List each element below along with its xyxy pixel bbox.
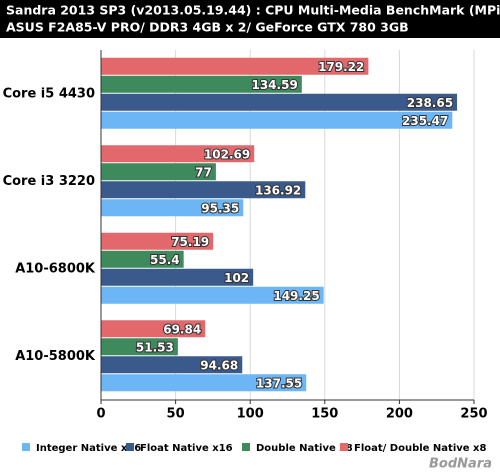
- y-tick-label: Core i3 3220: [3, 174, 95, 189]
- x-tick-label: 100: [237, 407, 264, 422]
- y-tick-label: A10-5800K: [15, 349, 96, 364]
- x-tick-label: 50: [167, 407, 185, 422]
- legend-swatch: [242, 443, 250, 451]
- value-label: 137.55: [256, 376, 302, 390]
- bar: [101, 93, 458, 111]
- x-tick-label: 200: [386, 407, 413, 422]
- value-label: 51.53: [136, 340, 174, 354]
- title-bar: [0, 0, 500, 38]
- bar: [101, 268, 254, 286]
- bar: [101, 181, 306, 199]
- x-tick-label: 0: [96, 407, 105, 422]
- value-label: 55.4: [150, 253, 180, 267]
- value-label: 149.25: [273, 289, 319, 303]
- legend-swatch: [340, 443, 348, 451]
- bar: [101, 145, 255, 163]
- legend-label: Integer Native x16: [36, 443, 141, 454]
- value-label: 102.69: [204, 147, 250, 161]
- bar: [101, 199, 244, 217]
- x-tick-label: 150: [311, 407, 338, 422]
- value-label: 238.65: [407, 96, 453, 110]
- value-label: 136.92: [255, 183, 301, 197]
- chart-title: Sandra 2013 SP3 (v2013.05.19.44) : CPU M…: [6, 3, 500, 18]
- watermark: BodNara: [429, 457, 492, 472]
- chart-subtitle: ASUS F2A85-V PRO/ DDR3 4GB x 2/ GeForce …: [6, 20, 409, 35]
- legend-swatch: [22, 443, 30, 451]
- y-tick-label: Core i5 4430: [3, 86, 95, 101]
- bar: [101, 338, 178, 356]
- bar: [101, 232, 214, 250]
- bar: [101, 320, 206, 338]
- bar: [101, 57, 369, 75]
- value-label: 77: [195, 165, 212, 179]
- legend-label: Double Native x8: [256, 443, 353, 454]
- bar: [101, 356, 243, 374]
- value-label: 179.22: [318, 60, 364, 74]
- value-label: 102: [224, 271, 249, 285]
- value-label: 94.68: [200, 358, 238, 372]
- value-label: 235.47: [402, 114, 448, 128]
- value-label: 95.35: [201, 201, 239, 215]
- bar: [101, 75, 302, 93]
- value-label: 69.84: [163, 322, 201, 336]
- bar: [101, 163, 216, 181]
- value-label: 134.59: [251, 78, 297, 92]
- bar: [101, 250, 184, 268]
- legend-swatch: [126, 443, 134, 451]
- bar: [101, 286, 324, 304]
- x-tick-label: 250: [460, 407, 487, 422]
- y-tick-label: A10-6800K: [15, 261, 96, 276]
- legend-label: Float/ Double Native x8: [354, 443, 486, 454]
- bar: [101, 374, 307, 392]
- legend-label: Float Native x16: [140, 443, 233, 454]
- bar: [101, 111, 453, 129]
- value-label: 75.19: [171, 235, 209, 249]
